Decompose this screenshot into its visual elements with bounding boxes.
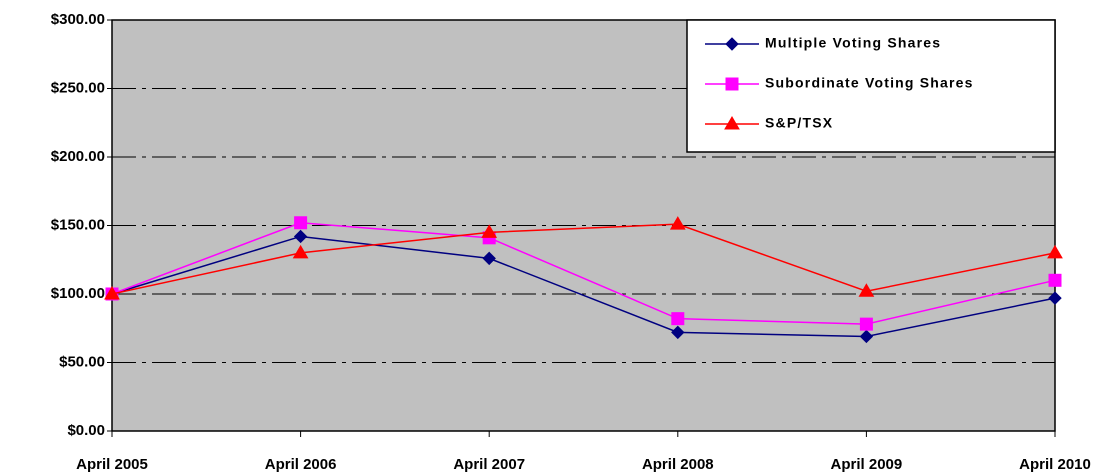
y-tick-label: $150.00 [51, 216, 105, 233]
x-tick-label: April 2008 [642, 456, 714, 473]
y-tick-label: $100.00 [51, 285, 105, 302]
marker [858, 283, 875, 297]
marker [725, 77, 739, 91]
marker [482, 251, 496, 266]
x-tick-label: April 2005 [76, 456, 148, 473]
marker [293, 229, 308, 244]
y-tick-label: $200.00 [51, 148, 105, 165]
marker [481, 224, 498, 238]
y-tick-label: $300.00 [51, 11, 105, 28]
marker [724, 116, 740, 130]
marker [669, 216, 686, 230]
plot-border [111, 19, 1056, 432]
legend-label: S&P/TSX [765, 115, 833, 131]
x-tick-label: April 2006 [265, 456, 337, 473]
y-tick-label: $0.00 [67, 422, 105, 439]
series-line [111, 223, 1056, 295]
series-line [111, 235, 1056, 338]
legend [686, 19, 1056, 153]
marker [671, 325, 685, 340]
marker [671, 312, 685, 326]
marker [1048, 291, 1062, 305]
x-tick-label: April 2007 [453, 456, 525, 473]
marker [725, 37, 739, 51]
marker [104, 286, 120, 300]
marker [294, 216, 308, 230]
y-tick-label: $50.00 [59, 353, 105, 370]
marker [1047, 244, 1063, 259]
legend-label: Multiple Voting Shares [765, 35, 941, 51]
marker [859, 329, 874, 344]
marker [1048, 273, 1062, 287]
x-tick-label: April 2010 [1019, 456, 1091, 473]
marker [292, 244, 309, 259]
legend-label: Subordinate Voting Shares [765, 75, 974, 91]
y-tick-label: $250.00 [51, 79, 105, 96]
series-line [111, 221, 1056, 325]
marker [859, 317, 873, 331]
x-tick-label: April 2009 [831, 456, 903, 473]
